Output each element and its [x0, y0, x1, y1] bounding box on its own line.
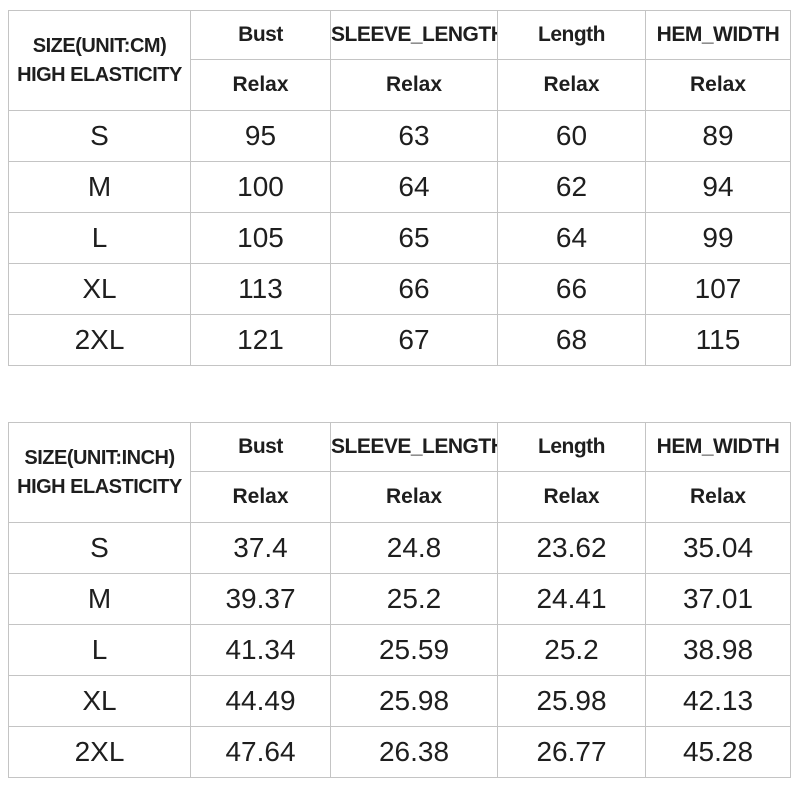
value-cell: 66: [330, 263, 498, 315]
value-cell: 121: [190, 314, 331, 366]
subheader-relax: Relax: [190, 59, 331, 111]
size-label-cell: M: [8, 161, 191, 213]
value-cell: 37.4: [190, 522, 331, 574]
value-cell: 25.2: [497, 624, 646, 676]
size-label-cell: XL: [8, 675, 191, 727]
table-title-line1: SIZE(UNIT:CM): [32, 34, 167, 57]
value-cell: 60: [497, 110, 646, 162]
subheader-relax: Relax: [330, 471, 498, 523]
value-cell: 44.49: [190, 675, 331, 727]
subheader-relax: Relax: [497, 59, 646, 111]
column-header-bust: Bust: [190, 10, 331, 60]
value-cell: 37.01: [645, 573, 791, 625]
table-row: L 41.34 25.59 25.2 38.98: [8, 624, 791, 676]
value-cell: 39.37: [190, 573, 331, 625]
value-cell: 64: [330, 161, 498, 213]
column-header-sleeve-length: SLEEVE_LENGTH: [330, 10, 498, 60]
value-cell: 68: [497, 314, 646, 366]
size-table-cm: SIZE(UNIT:CM) HIGH ELASTICITY Bust SLEEV…: [8, 10, 791, 366]
table-title-line2: HIGH ELASTICITY: [17, 475, 182, 498]
subheader-relax: Relax: [497, 471, 646, 523]
value-cell: 107: [645, 263, 791, 315]
table-row: S 37.4 24.8 23.62 35.04: [8, 522, 791, 574]
value-cell: 25.98: [497, 675, 646, 727]
value-cell: 24.8: [330, 522, 498, 574]
size-label-cell: 2XL: [8, 314, 191, 366]
value-cell: 113: [190, 263, 331, 315]
value-cell: 64: [497, 212, 646, 264]
value-cell: 89: [645, 110, 791, 162]
table-row: M 100 64 62 94: [8, 161, 791, 213]
table-title-inch: SIZE(UNIT:INCH) HIGH ELASTICITY: [8, 422, 191, 523]
size-label-cell: S: [8, 110, 191, 162]
value-cell: 26.38: [330, 726, 498, 778]
value-cell: 38.98: [645, 624, 791, 676]
size-label-cell: M: [8, 573, 191, 625]
value-cell: 25.2: [330, 573, 498, 625]
value-cell: 105: [190, 212, 331, 264]
value-cell: 95: [190, 110, 331, 162]
table-row: S 95 63 60 89: [8, 110, 791, 162]
table-title-line2: HIGH ELASTICITY: [17, 63, 182, 86]
value-cell: 25.59: [330, 624, 498, 676]
size-label-cell: XL: [8, 263, 191, 315]
value-cell: 66: [497, 263, 646, 315]
value-cell: 67: [330, 314, 498, 366]
subheader-relax: Relax: [645, 471, 791, 523]
size-table-inch: SIZE(UNIT:INCH) HIGH ELASTICITY Bust SLE…: [8, 422, 791, 778]
table-row: 2XL 121 67 68 115: [8, 314, 791, 366]
table-title-cm: SIZE(UNIT:CM) HIGH ELASTICITY: [8, 10, 191, 111]
value-cell: 62: [497, 161, 646, 213]
value-cell: 45.28: [645, 726, 791, 778]
value-cell: 65: [330, 212, 498, 264]
size-label-cell: S: [8, 522, 191, 574]
value-cell: 63: [330, 110, 498, 162]
subheader-relax: Relax: [190, 471, 331, 523]
table-row: XL 44.49 25.98 25.98 42.13: [8, 675, 791, 727]
value-cell: 26.77: [497, 726, 646, 778]
size-label-cell: 2XL: [8, 726, 191, 778]
column-header-hem-width: HEM_WIDTH: [645, 10, 791, 60]
table-title-line1: SIZE(UNIT:INCH): [24, 446, 175, 469]
column-header-bust: Bust: [190, 422, 331, 472]
size-label-cell: L: [8, 624, 191, 676]
column-header-length: Length: [497, 10, 646, 60]
value-cell: 115: [645, 314, 791, 366]
column-header-sleeve-length: SLEEVE_LENGTH: [330, 422, 498, 472]
table-row: M 39.37 25.2 24.41 37.01: [8, 573, 791, 625]
value-cell: 24.41: [497, 573, 646, 625]
table-row: XL 113 66 66 107: [8, 263, 791, 315]
table-row: 2XL 47.64 26.38 26.77 45.28: [8, 726, 791, 778]
column-header-length: Length: [497, 422, 646, 472]
value-cell: 25.98: [330, 675, 498, 727]
value-cell: 35.04: [645, 522, 791, 574]
size-label-cell: L: [8, 212, 191, 264]
value-cell: 41.34: [190, 624, 331, 676]
value-cell: 100: [190, 161, 331, 213]
subheader-relax: Relax: [330, 59, 498, 111]
value-cell: 23.62: [497, 522, 646, 574]
value-cell: 42.13: [645, 675, 791, 727]
column-header-hem-width: HEM_WIDTH: [645, 422, 791, 472]
value-cell: 99: [645, 212, 791, 264]
value-cell: 94: [645, 161, 791, 213]
value-cell: 47.64: [190, 726, 331, 778]
subheader-relax: Relax: [645, 59, 791, 111]
table-row: L 105 65 64 99: [8, 212, 791, 264]
